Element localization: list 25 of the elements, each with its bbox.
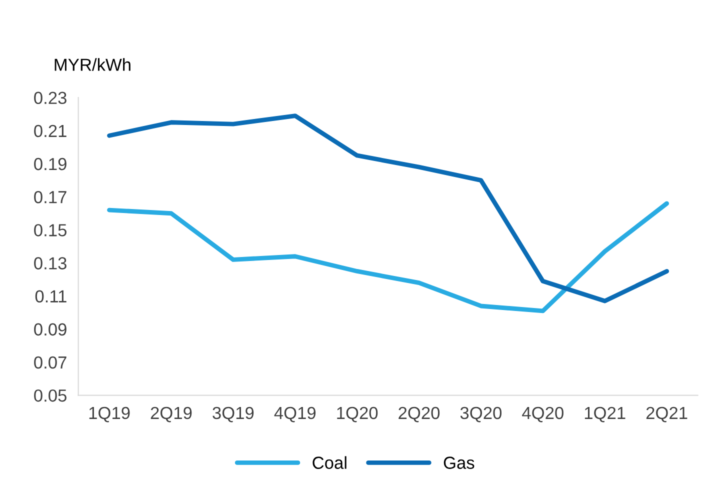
y-tick-label: 0.05 [34, 389, 66, 402]
y-tick-label: 0.19 [34, 158, 66, 170]
y-tick-label: 0.07 [34, 356, 66, 369]
x-tick-label: 4Q20 [522, 406, 564, 422]
x-tick-label: 4Q19 [274, 406, 316, 422]
legend-label: Coal [312, 456, 346, 469]
x-tick-label: 2Q20 [398, 406, 440, 422]
y-tick-label: 0.21 [34, 124, 66, 138]
line-series [107, 201, 670, 314]
y-tick-label: 0.15 [34, 224, 66, 236]
x-tick-label: 1Q20 [337, 406, 378, 422]
line-series [107, 114, 670, 304]
y-axis-title: MYR/kWh [54, 58, 130, 71]
x-tick-label: 1Q19 [89, 406, 130, 422]
x-tick-label: 2Q19 [150, 406, 192, 422]
y-tick-label: 0.11 [35, 290, 66, 303]
x-tick-label: 1Q21 [584, 406, 626, 422]
y-tick-label: 0.23 [34, 92, 66, 104]
legend-label: Gas [444, 456, 474, 469]
x-tick-label: 3Q19 [212, 406, 254, 422]
x-tick-label: 2Q21 [646, 406, 688, 422]
y-tick-label: 0.17 [34, 190, 66, 204]
y-tick-label: 0.09 [34, 323, 66, 336]
y-tick-label: 0.13 [34, 257, 66, 270]
x-tick-label: 3Q20 [460, 406, 502, 422]
